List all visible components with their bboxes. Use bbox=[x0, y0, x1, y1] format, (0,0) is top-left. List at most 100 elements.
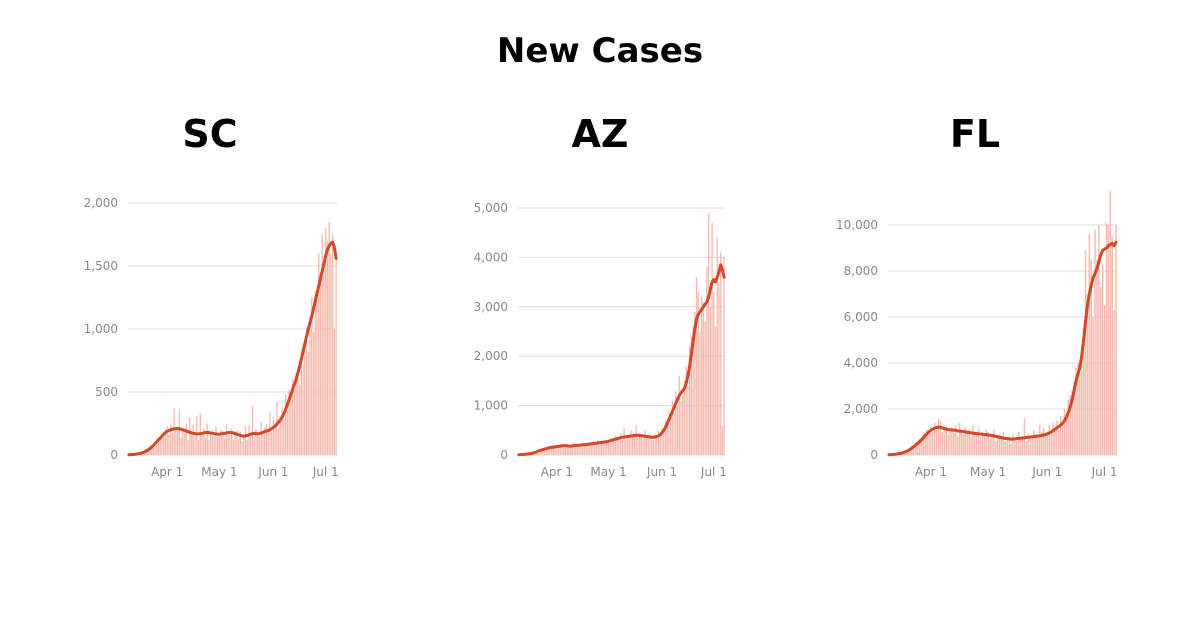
bar bbox=[576, 444, 579, 455]
y-tick-label: 1,000 bbox=[474, 399, 508, 413]
bar bbox=[1000, 438, 1003, 455]
bar bbox=[335, 259, 337, 455]
bar bbox=[538, 449, 541, 455]
bar bbox=[974, 434, 976, 455]
bar bbox=[1048, 425, 1051, 455]
bar bbox=[626, 435, 629, 455]
y-tick-label: 10,000 bbox=[836, 218, 878, 232]
bar bbox=[537, 452, 539, 455]
bar bbox=[274, 423, 276, 455]
bar bbox=[554, 447, 556, 455]
bar bbox=[966, 432, 968, 455]
bar bbox=[1092, 317, 1094, 455]
bar bbox=[960, 429, 963, 455]
bar bbox=[549, 446, 551, 455]
x-tick-label: May 1 bbox=[201, 465, 237, 479]
bar bbox=[1010, 443, 1012, 455]
bar bbox=[213, 436, 215, 455]
bar bbox=[661, 427, 663, 455]
bar bbox=[985, 429, 988, 455]
bar bbox=[236, 429, 238, 455]
bar bbox=[1019, 436, 1022, 455]
bar bbox=[1079, 374, 1081, 455]
bar bbox=[1101, 264, 1104, 455]
bar bbox=[928, 433, 930, 455]
bar bbox=[1031, 438, 1033, 455]
chart-title: FL bbox=[950, 112, 1000, 156]
bar bbox=[264, 427, 266, 455]
bar bbox=[995, 441, 997, 455]
x-tick-label: Apr 1 bbox=[915, 465, 947, 479]
bar bbox=[222, 431, 224, 455]
bar bbox=[156, 438, 158, 455]
bar bbox=[169, 423, 172, 455]
bar bbox=[663, 432, 665, 455]
bar bbox=[542, 448, 544, 455]
bar bbox=[690, 336, 693, 455]
bar bbox=[1006, 438, 1009, 455]
bar bbox=[258, 436, 261, 455]
chart-title: SC bbox=[182, 112, 237, 156]
bar bbox=[166, 426, 168, 455]
bar bbox=[225, 424, 228, 455]
bar bbox=[154, 444, 156, 455]
bar bbox=[1042, 427, 1045, 455]
bar bbox=[1096, 259, 1098, 455]
bar bbox=[569, 445, 572, 455]
bar bbox=[189, 417, 191, 455]
bar bbox=[1088, 234, 1091, 455]
bar bbox=[692, 326, 694, 455]
bar bbox=[1040, 432, 1043, 455]
bar bbox=[318, 253, 320, 455]
bar bbox=[1004, 441, 1007, 455]
bar bbox=[1115, 225, 1117, 455]
bar bbox=[272, 417, 275, 455]
y-tick-label: 0 bbox=[110, 448, 118, 462]
bar bbox=[903, 452, 905, 455]
y-tick-label: 6,000 bbox=[844, 310, 878, 324]
bar bbox=[1050, 434, 1052, 455]
bar bbox=[550, 448, 553, 455]
bar bbox=[176, 427, 179, 455]
bar bbox=[1098, 225, 1100, 455]
bar bbox=[683, 380, 686, 455]
bar bbox=[676, 405, 679, 455]
bar bbox=[566, 443, 568, 455]
bar bbox=[987, 432, 989, 455]
bar bbox=[664, 420, 667, 455]
bar bbox=[1075, 367, 1077, 455]
bar bbox=[557, 447, 560, 455]
bar bbox=[196, 415, 198, 455]
bar bbox=[635, 425, 637, 455]
bar bbox=[702, 301, 705, 455]
bar bbox=[580, 446, 582, 455]
bar bbox=[319, 272, 322, 455]
bar bbox=[283, 418, 285, 455]
y-tick-label: 8,000 bbox=[844, 264, 878, 278]
bar bbox=[956, 436, 959, 455]
bar bbox=[182, 428, 184, 455]
bar bbox=[208, 439, 210, 455]
bar bbox=[302, 364, 304, 455]
bar bbox=[583, 445, 586, 455]
bar bbox=[998, 434, 1001, 455]
bar bbox=[699, 331, 701, 455]
bar bbox=[975, 432, 978, 455]
bar bbox=[911, 445, 913, 455]
bar bbox=[588, 442, 591, 455]
bar bbox=[164, 428, 167, 455]
bar bbox=[609, 442, 611, 455]
bar bbox=[157, 442, 160, 455]
bar bbox=[592, 441, 594, 455]
bar bbox=[150, 448, 153, 455]
bar bbox=[909, 450, 911, 455]
bar bbox=[989, 438, 991, 455]
bar bbox=[1033, 429, 1035, 455]
y-tick-label: 0 bbox=[500, 448, 508, 462]
bar bbox=[161, 433, 163, 455]
chart-title: AZ bbox=[572, 112, 629, 156]
bar bbox=[545, 447, 548, 455]
bar bbox=[216, 437, 219, 455]
bar bbox=[682, 395, 684, 455]
bar bbox=[149, 447, 151, 455]
